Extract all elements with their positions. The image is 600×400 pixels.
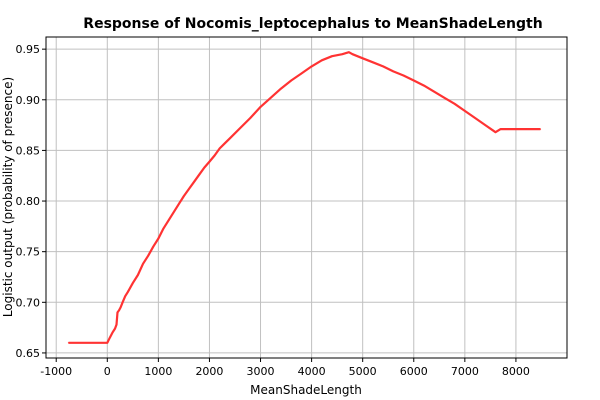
data-point [348, 51, 350, 53]
data-point [413, 79, 415, 82]
data-point [321, 59, 323, 61]
x-tick-label: 4000 [298, 365, 326, 378]
y-axis: 0.65 0.70 0.75 0.80 0.85 0.90 0.95 [16, 43, 46, 360]
data-point [111, 332, 113, 334]
data-point [142, 263, 144, 265]
y-axis-label: Logistic output (probability of presence… [1, 77, 15, 317]
data-point [464, 110, 466, 112]
data-point [214, 154, 216, 157]
data-point [198, 174, 200, 176]
plot-frame [45, 36, 568, 359]
data-point [249, 117, 251, 119]
data-point [120, 306, 122, 308]
data-point [132, 282, 134, 284]
data-point [372, 61, 374, 63]
x-tick-label: 6000 [400, 365, 428, 378]
data-point [423, 85, 425, 87]
data-point [118, 309, 120, 311]
data-point [127, 291, 129, 293]
data-point [116, 311, 119, 313]
data-point [109, 337, 111, 339]
data-point [539, 128, 542, 130]
x-axis: -1000 0 1000 2000 3000 4000 5000 6000 7000 8000 [40, 358, 530, 378]
data-point [331, 55, 333, 57]
data-point [525, 128, 527, 130]
x-axis-label: MeanShadeLength [250, 383, 362, 397]
data-point [219, 147, 221, 149]
data-point [124, 295, 126, 297]
data-point [433, 91, 435, 93]
data-point [362, 57, 364, 59]
data-point [188, 188, 190, 190]
data-point [280, 88, 282, 90]
data-point [122, 301, 124, 303]
data-point [101, 342, 103, 344]
y-tick-label: 0.80 [16, 195, 41, 208]
data-point [494, 131, 497, 133]
data-point [259, 106, 262, 108]
data-point [351, 53, 354, 55]
x-tick-label: 5000 [349, 365, 377, 378]
chart-title: Response of Nocomis_leptocephalus to Mea… [83, 16, 542, 32]
series-group [67, 51, 542, 344]
y-tick-label: 0.85 [16, 144, 41, 157]
data-point [137, 274, 139, 276]
data-point [402, 74, 405, 77]
data-point [443, 97, 445, 99]
data-point [290, 79, 292, 82]
x-tick-label: 2000 [195, 365, 223, 378]
grid-lines [46, 37, 567, 358]
y-tick-label: 0.75 [16, 246, 41, 259]
data-point [193, 181, 195, 183]
data-point [106, 342, 108, 344]
data-point [229, 137, 231, 139]
data-point [152, 246, 154, 248]
data-point [505, 128, 507, 130]
x-tick-label: -1000 [40, 365, 72, 378]
data-point [162, 227, 165, 229]
data-point [474, 117, 476, 119]
data-point [382, 65, 384, 67]
x-tick-label: 8000 [502, 365, 530, 378]
data-point [239, 127, 241, 129]
data-point [515, 128, 517, 130]
data-point [183, 195, 185, 197]
y-tick-label: 0.70 [16, 296, 41, 309]
data-point [454, 103, 456, 105]
data-point [157, 237, 159, 240]
y-tick-label: 0.95 [16, 43, 41, 56]
data-point [484, 124, 486, 126]
x-tick-label: 0 [104, 365, 111, 378]
data-point [270, 97, 272, 99]
data-point [67, 342, 70, 344]
x-tick-label: 1000 [144, 365, 172, 378]
data-point [500, 128, 502, 130]
data-point [168, 219, 170, 221]
data-point [300, 72, 302, 75]
data-point [203, 167, 205, 169]
data-point [173, 211, 175, 213]
series-line [68, 51, 541, 344]
data-point [341, 53, 343, 55]
x-tick-label: 7000 [451, 365, 479, 378]
data-point [178, 203, 180, 205]
y-tick-label: 0.90 [16, 94, 41, 107]
data-point [115, 324, 118, 326]
data-point [224, 142, 226, 144]
x-tick-label: 3000 [247, 365, 275, 378]
data-point [147, 255, 149, 257]
data-point [311, 65, 313, 67]
data-point [208, 161, 211, 163]
y-tick-label: 0.65 [16, 347, 41, 360]
data-point [392, 70, 394, 72]
data-point [114, 328, 116, 330]
